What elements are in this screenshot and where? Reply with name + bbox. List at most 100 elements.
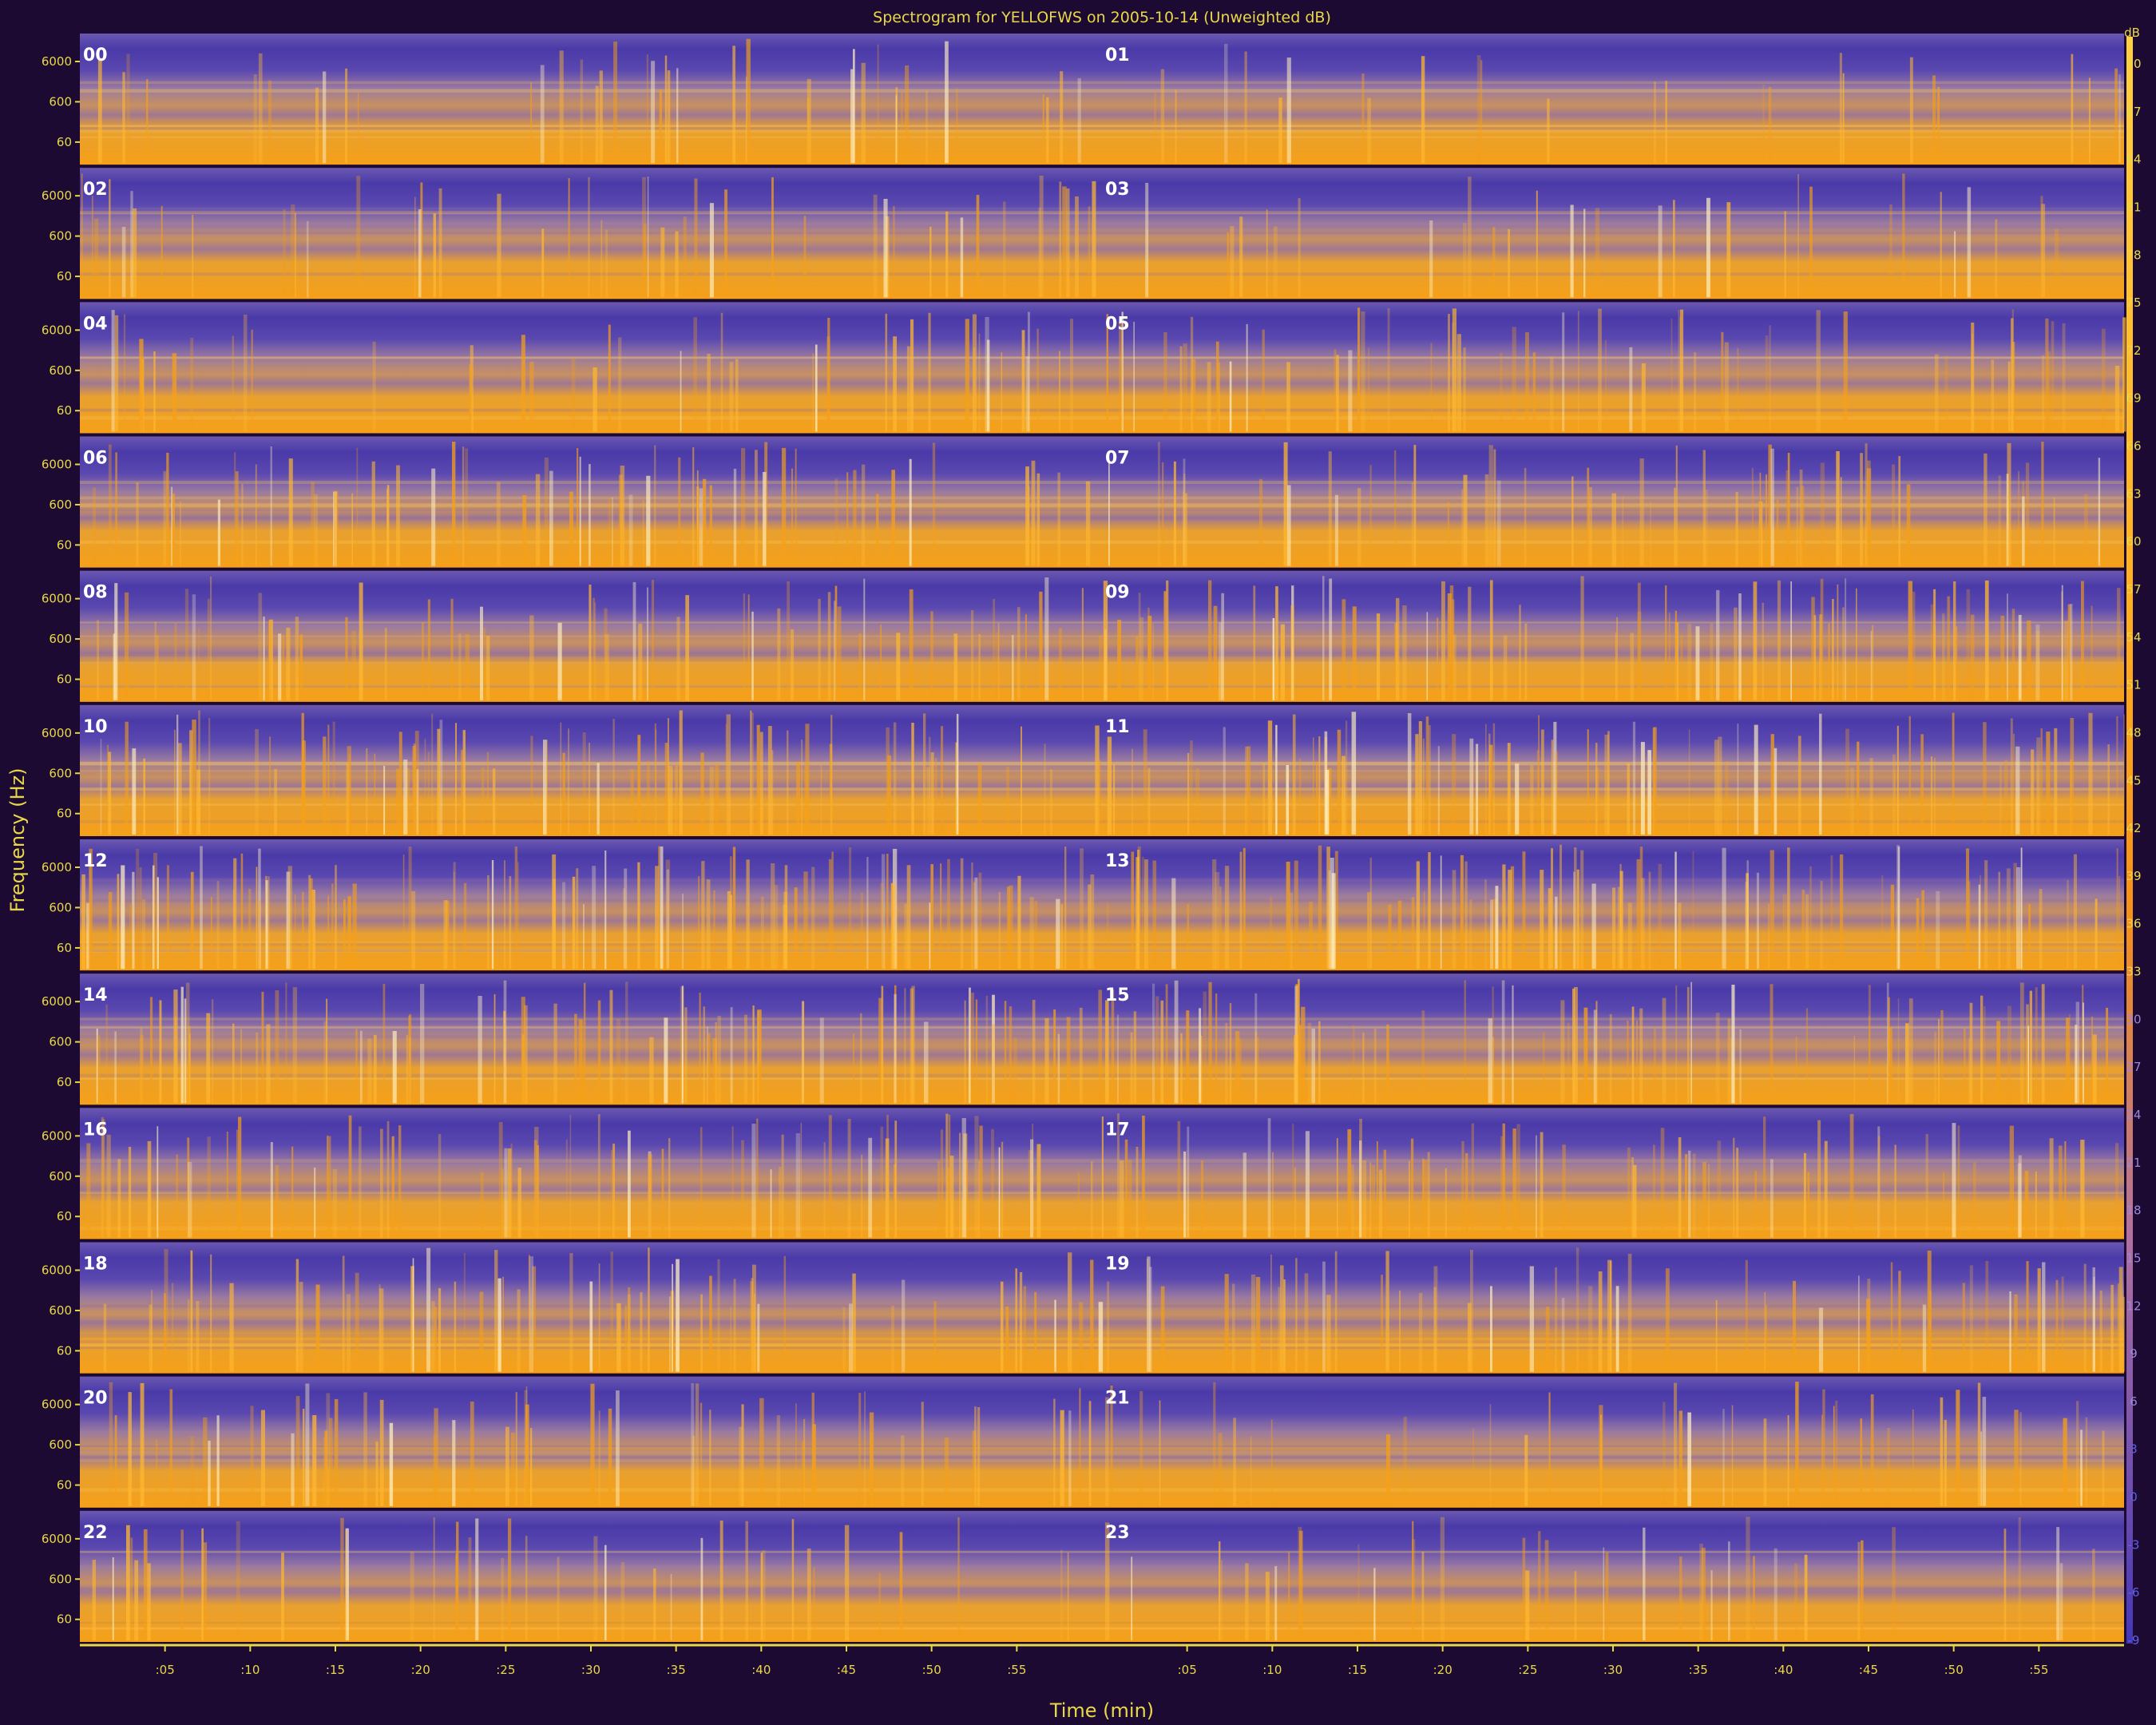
- spectrogram-streak: [229, 1283, 234, 1372]
- spectrogram-streak: [1678, 1410, 1682, 1506]
- spectrogram-streak: [1819, 614, 1822, 700]
- spectrogram-streak: [1807, 1172, 1810, 1238]
- spectrogram-streak: [1860, 1418, 1863, 1506]
- spectrogram-streak: [2037, 1268, 2041, 1372]
- spectrogram-streak: [1421, 1551, 1425, 1640]
- spectrogram-streak: [947, 859, 950, 970]
- spectrogram-streak: [960, 858, 964, 970]
- spectrogram-streak: [847, 1119, 851, 1238]
- spectrogram-streak: [1227, 232, 1230, 298]
- spectrogram-streak: [582, 732, 586, 835]
- spectrogram-streak: [351, 630, 356, 700]
- spectrogram-streak: [1337, 729, 1342, 835]
- spectrogram-streak: [217, 499, 220, 566]
- spectrogram-streak: [169, 1389, 173, 1506]
- spectrogram-streak: [949, 1156, 954, 1238]
- spectrogram-streak: [1064, 847, 1067, 970]
- spectrogram-streak: [2062, 323, 2066, 432]
- spectrogram-streak: [881, 854, 886, 970]
- spectrogram-streak: [1803, 1152, 1806, 1238]
- spectrogram-streak: [1171, 878, 1176, 970]
- spectrogram-streak: [164, 1249, 168, 1372]
- y-tick-label: 600: [49, 498, 72, 512]
- spectrogram-streak: [893, 848, 898, 970]
- spectrogram-streak: [178, 743, 182, 835]
- spectrogram-streak: [1034, 1291, 1037, 1372]
- spectrogram-streak: [893, 722, 897, 835]
- spectrogram-streak: [977, 1407, 981, 1506]
- spectrogram-streak: [398, 1125, 402, 1238]
- spectrogram-streak: [207, 1136, 211, 1238]
- spectrogram-streak: [187, 1299, 190, 1372]
- spectrogram-streak: [2076, 1401, 2079, 1506]
- spectrogram-streak: [497, 1278, 501, 1372]
- spectrogram-streak: [480, 606, 483, 700]
- spectrogram-streak: [834, 601, 836, 700]
- spectrogram-streak: [1619, 870, 1623, 970]
- spectrogram-streak: [1850, 767, 1854, 835]
- spectrogram-streak: [1530, 764, 1534, 835]
- spectrogram-streak: [1629, 347, 1633, 432]
- spectrogram-streak: [1054, 1299, 1056, 1372]
- spectrogram-streak: [2039, 889, 2043, 970]
- spectrogram-streak: [1175, 89, 1177, 164]
- spectrogram-streak: [1322, 1261, 1326, 1372]
- colorbar-tick-label: -3: [2128, 1537, 2140, 1552]
- spectrogram-streak: [2007, 593, 2008, 700]
- spectrogram-streak: [117, 874, 120, 970]
- spectrogram-streak: [1956, 1390, 1960, 1506]
- spectrogram-streak: [2106, 1007, 2109, 1104]
- spectrogram-streak: [930, 864, 933, 970]
- spectrogram-streak: [1273, 226, 1278, 298]
- spectrogram-streak: [905, 65, 910, 164]
- spectrogram-streak: [741, 1404, 744, 1506]
- spectrogram-streak: [1801, 486, 1805, 566]
- spectrogram-streak: [715, 764, 719, 835]
- spectrogram-streak: [379, 1288, 384, 1372]
- spectrogram-streak: [126, 54, 130, 164]
- spectrogram-streak: [1158, 442, 1160, 566]
- spectrogram-streak: [929, 226, 932, 298]
- hour-label: 12: [83, 851, 108, 871]
- spectrogram-streak: [1674, 610, 1677, 700]
- spectrogram-band: [80, 1073, 2124, 1077]
- spectrogram-streak: [1996, 1021, 2001, 1104]
- spectrogram-streak: [438, 188, 442, 298]
- spectrogram-streak: [2080, 1140, 2085, 1238]
- spectrogram-streak: [700, 1127, 703, 1238]
- spectrogram-streak: [1984, 453, 1988, 566]
- spectrogram-streak: [880, 1126, 884, 1238]
- spectrogram-streak: [1828, 623, 1830, 700]
- spectrogram-streak: [409, 1014, 412, 1104]
- spectrogram-streak: [1512, 985, 1514, 1104]
- spectrogram-streak: [986, 339, 990, 432]
- spectrogram-streak: [733, 1279, 736, 1372]
- spectrogram-streak: [424, 739, 426, 835]
- spectrogram-streak: [1351, 712, 1357, 835]
- spectrogram-streak: [729, 362, 734, 432]
- spectrogram-streak: [1722, 847, 1726, 970]
- spectrogram-streak: [206, 1013, 211, 1104]
- spectrogram-streak: [163, 470, 167, 566]
- spectrogram-streak: [998, 892, 1001, 970]
- y-tick-label: 600: [49, 229, 72, 244]
- spectrogram-streak: [1580, 850, 1584, 970]
- spectrogram-row-background: [80, 302, 2124, 434]
- spectrogram-streak: [1215, 993, 1218, 1104]
- spectrogram-streak: [315, 1284, 320, 1372]
- spectrogram-streak: [240, 1029, 242, 1104]
- spectrogram-streak: [1342, 599, 1346, 700]
- spectrogram-streak: [1239, 216, 1243, 298]
- spectrogram-streak: [1822, 1389, 1825, 1506]
- spectrogram-streak: [608, 324, 611, 432]
- chart-title: Spectrogram for YELLOFWS on 2005-10-14 (…: [873, 9, 1331, 26]
- spectrogram-streak: [1467, 1303, 1472, 1372]
- spectrogram-streak: [1820, 578, 1824, 700]
- spectrogram-streak: [1327, 768, 1332, 835]
- spectrogram-streak: [1230, 226, 1235, 298]
- colorbar-tick-label: 3: [2130, 1442, 2138, 1457]
- spectrogram-streak: [327, 1135, 329, 1238]
- spectrogram-streak: [1203, 991, 1207, 1104]
- spectrogram-streak: [258, 53, 263, 164]
